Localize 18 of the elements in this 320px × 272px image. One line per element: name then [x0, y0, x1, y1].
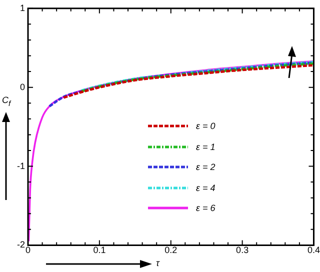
y-tick-label: -2 [16, 240, 25, 250]
y-axis-title: C$_{f}$ [2, 95, 11, 108]
x-axis-title: τ [156, 258, 160, 268]
x-tick-label: 0.4 [307, 245, 320, 256]
line-series [48, 62, 314, 108]
line-series [28, 60, 314, 242]
x-tick-label: 0.2 [164, 245, 178, 256]
legend-label: ε = 1 [196, 142, 216, 152]
legend-label: ε = 6 [196, 203, 216, 214]
legend-label: ε = 4 [196, 182, 216, 193]
y-tick-label: 0 [20, 82, 25, 92]
legend-label: ε = 2 [196, 162, 216, 172]
legend-label: ε = 0 [196, 121, 216, 132]
y-tick-label: 1 [20, 2, 25, 13]
x-tick-label: 0.3 [236, 245, 249, 256]
x-tick-label: 0.1 [93, 245, 106, 256]
line-series [62, 64, 314, 99]
y-tick-label: -1 [16, 160, 25, 171]
